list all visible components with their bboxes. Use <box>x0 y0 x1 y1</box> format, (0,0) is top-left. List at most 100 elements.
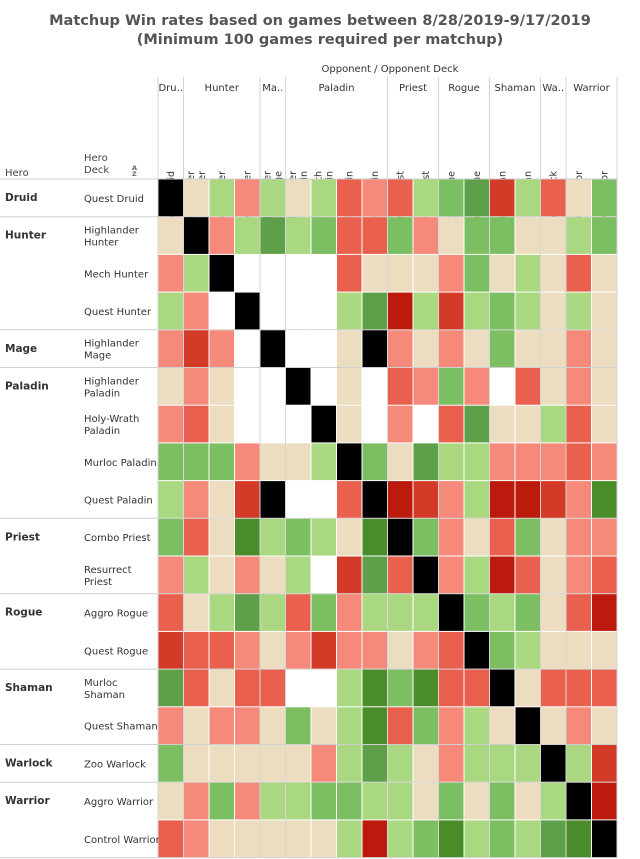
heatmap-cell[interactable] <box>541 481 566 518</box>
heatmap-cell[interactable] <box>158 669 184 707</box>
heatmap-cell[interactable] <box>541 707 566 744</box>
heatmap-cell[interactable] <box>541 330 566 367</box>
heatmap-cell[interactable] <box>413 405 439 443</box>
heatmap-cell[interactable] <box>235 518 260 556</box>
heatmap-cell[interactable] <box>260 179 286 217</box>
heatmap-cell[interactable] <box>337 405 362 443</box>
heatmap-cell[interactable] <box>388 292 413 330</box>
heatmap-cell[interactable] <box>184 179 209 217</box>
heatmap-cell[interactable] <box>158 330 184 367</box>
heatmap-cell[interactable] <box>260 707 286 744</box>
heatmap-cell[interactable] <box>311 368 337 405</box>
heatmap-cell[interactable] <box>388 669 413 707</box>
heatmap-cell[interactable] <box>260 368 286 405</box>
heatmap-cell[interactable] <box>464 556 490 594</box>
heatmap-cell[interactable] <box>235 254 260 292</box>
heatmap-cell[interactable] <box>490 179 515 217</box>
heatmap-cell[interactable] <box>490 745 515 782</box>
heatmap-cell[interactable] <box>439 556 464 594</box>
heatmap-cell[interactable] <box>209 556 235 594</box>
heatmap-cell[interactable] <box>541 405 566 443</box>
heatmap-cell[interactable] <box>490 594 515 631</box>
heatmap-cell[interactable] <box>490 556 515 594</box>
heatmap-cell[interactable] <box>464 292 490 330</box>
heatmap-cell[interactable] <box>337 443 362 481</box>
heatmap-cell[interactable] <box>515 179 541 217</box>
heatmap-cell[interactable] <box>413 330 439 367</box>
heatmap-cell[interactable] <box>566 481 592 518</box>
heatmap-cell[interactable] <box>286 368 311 405</box>
heatmap-cell[interactable] <box>158 217 184 254</box>
heatmap-cell[interactable] <box>413 443 439 481</box>
heatmap-cell[interactable] <box>260 443 286 481</box>
heatmap-cell[interactable] <box>592 481 617 518</box>
heatmap-cell[interactable] <box>413 518 439 556</box>
heatmap-cell[interactable] <box>464 368 490 405</box>
heatmap-cell[interactable] <box>311 518 337 556</box>
heatmap-cell[interactable] <box>592 292 617 330</box>
heatmap-cell[interactable] <box>286 443 311 481</box>
heatmap-cell[interactable] <box>413 594 439 631</box>
heatmap-cell[interactable] <box>311 330 337 367</box>
heatmap-cell[interactable] <box>388 368 413 405</box>
heatmap-cell[interactable] <box>362 745 388 782</box>
heatmap-cell[interactable] <box>184 594 209 631</box>
heatmap-cell[interactable] <box>490 217 515 254</box>
heatmap-cell[interactable] <box>439 481 464 518</box>
heatmap-cell[interactable] <box>515 518 541 556</box>
heatmap-cell[interactable] <box>541 782 566 820</box>
heatmap-cell[interactable] <box>158 481 184 518</box>
heatmap-cell[interactable] <box>413 179 439 217</box>
heatmap-cell[interactable] <box>286 518 311 556</box>
heatmap-cell[interactable] <box>464 594 490 631</box>
heatmap-cell[interactable] <box>311 631 337 669</box>
heatmap-cell[interactable] <box>413 820 439 858</box>
heatmap-cell[interactable] <box>439 707 464 744</box>
heatmap-cell[interactable] <box>235 556 260 594</box>
heatmap-cell[interactable] <box>260 254 286 292</box>
heatmap-cell[interactable] <box>439 405 464 443</box>
heatmap-cell[interactable] <box>209 405 235 443</box>
heatmap-cell[interactable] <box>209 745 235 782</box>
heatmap-cell[interactable] <box>184 707 209 744</box>
heatmap-cell[interactable] <box>388 405 413 443</box>
heatmap-cell[interactable] <box>184 443 209 481</box>
heatmap-cell[interactable] <box>439 330 464 367</box>
heatmap-cell[interactable] <box>592 707 617 744</box>
heatmap-cell[interactable] <box>158 292 184 330</box>
heatmap-cell[interactable] <box>235 481 260 518</box>
heatmap-cell[interactable] <box>515 820 541 858</box>
heatmap-cell[interactable] <box>337 745 362 782</box>
heatmap-cell[interactable] <box>413 217 439 254</box>
heatmap-cell[interactable] <box>158 405 184 443</box>
heatmap-cell[interactable] <box>490 518 515 556</box>
heatmap-cell[interactable] <box>286 820 311 858</box>
heatmap-cell[interactable] <box>260 330 286 367</box>
heatmap-cell[interactable] <box>184 745 209 782</box>
heatmap-cell[interactable] <box>286 254 311 292</box>
heatmap-cell[interactable] <box>464 254 490 292</box>
heatmap-cell[interactable] <box>209 481 235 518</box>
heatmap-cell[interactable] <box>260 594 286 631</box>
heatmap-cell[interactable] <box>209 217 235 254</box>
heatmap-cell[interactable] <box>464 820 490 858</box>
heatmap-cell[interactable] <box>490 443 515 481</box>
heatmap-cell[interactable] <box>362 368 388 405</box>
heatmap-cell[interactable] <box>490 707 515 744</box>
heatmap-cell[interactable] <box>413 254 439 292</box>
heatmap-cell[interactable] <box>260 405 286 443</box>
heatmap-cell[interactable] <box>515 254 541 292</box>
heatmap-cell[interactable] <box>592 745 617 782</box>
heatmap-cell[interactable] <box>311 594 337 631</box>
heatmap-cell[interactable] <box>464 669 490 707</box>
heatmap-cell[interactable] <box>260 669 286 707</box>
heatmap-cell[interactable] <box>286 217 311 254</box>
heatmap-cell[interactable] <box>439 217 464 254</box>
heatmap-cell[interactable] <box>439 669 464 707</box>
heatmap-cell[interactable] <box>464 330 490 367</box>
heatmap-cell[interactable] <box>362 782 388 820</box>
heatmap-cell[interactable] <box>490 481 515 518</box>
heatmap-cell[interactable] <box>541 254 566 292</box>
heatmap-cell[interactable] <box>439 745 464 782</box>
heatmap-cell[interactable] <box>286 782 311 820</box>
